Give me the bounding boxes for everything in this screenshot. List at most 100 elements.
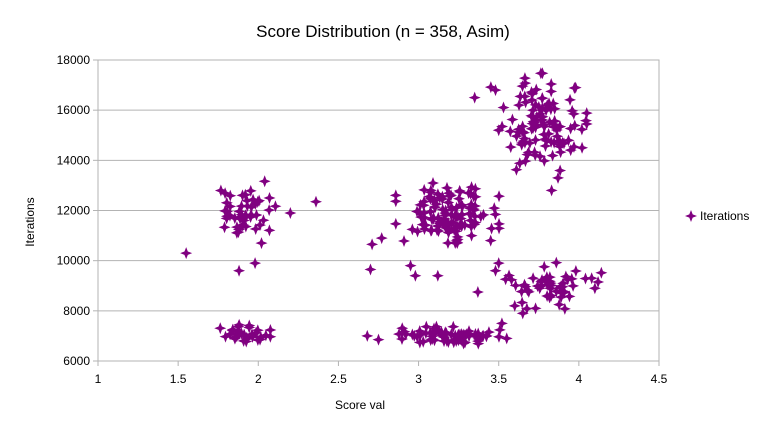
data-point xyxy=(224,189,237,202)
data-point xyxy=(428,334,441,347)
data-point xyxy=(536,110,549,123)
data-point xyxy=(518,72,531,85)
data-point xyxy=(398,325,411,338)
data-point xyxy=(233,325,246,338)
data-point xyxy=(469,200,482,213)
data-point xyxy=(449,225,462,238)
data-point xyxy=(477,208,490,221)
data-points xyxy=(180,67,608,350)
data-point xyxy=(521,284,534,297)
data-point xyxy=(258,175,271,188)
data-point xyxy=(214,322,227,335)
data-point xyxy=(489,84,502,97)
data-point xyxy=(467,203,480,216)
data-point xyxy=(564,144,577,157)
data-point xyxy=(253,194,266,207)
data-point xyxy=(445,328,458,341)
data-point xyxy=(531,280,544,293)
data-point xyxy=(411,205,424,218)
data-point xyxy=(450,201,463,214)
data-point xyxy=(512,123,525,136)
data-point xyxy=(218,221,231,234)
data-point xyxy=(469,327,482,340)
y-tick-label: 14000 xyxy=(57,153,91,167)
x-tick-label: 3 xyxy=(415,372,422,386)
data-point xyxy=(236,189,249,202)
data-point xyxy=(529,133,542,146)
data-point xyxy=(454,217,467,230)
data-point xyxy=(554,120,567,133)
data-point xyxy=(493,190,506,203)
data-point xyxy=(489,208,502,221)
data-point xyxy=(257,214,270,227)
data-point xyxy=(228,212,241,225)
data-point xyxy=(567,140,580,153)
data-point xyxy=(424,326,437,339)
data-point xyxy=(563,290,576,303)
data-point xyxy=(515,285,528,298)
data-point xyxy=(520,302,533,315)
data-point xyxy=(264,330,277,343)
data-point xyxy=(455,328,468,341)
data-point xyxy=(238,328,251,341)
data-point xyxy=(433,191,446,204)
data-point xyxy=(427,177,440,190)
data-point xyxy=(492,330,505,343)
data-point xyxy=(504,141,517,154)
data-point xyxy=(226,324,239,337)
x-axis-title: Score val xyxy=(335,398,385,412)
data-point xyxy=(548,121,561,134)
data-point xyxy=(428,200,441,213)
data-point xyxy=(247,193,260,206)
data-point xyxy=(485,222,498,235)
data-point xyxy=(462,328,475,341)
data-point xyxy=(442,335,455,348)
data-point xyxy=(389,217,402,230)
data-point xyxy=(499,273,512,286)
data-point xyxy=(585,272,598,285)
data-point xyxy=(463,207,476,220)
data-point xyxy=(462,187,475,200)
data-point xyxy=(453,184,466,197)
data-point xyxy=(493,323,506,336)
data-point xyxy=(554,146,567,159)
data-point xyxy=(249,257,262,270)
gridlines xyxy=(98,109,659,312)
data-point xyxy=(553,298,566,311)
data-point xyxy=(551,130,564,143)
data-point xyxy=(465,229,478,242)
y-axis-tick-labels: 6000 8000 10000 12000 14000 16000 18000 xyxy=(57,53,98,368)
data-point xyxy=(529,149,542,162)
data-point xyxy=(451,233,464,246)
x-axis-tick-labels: 1 1.5 2 2.5 3 3.5 4 4.5 xyxy=(95,361,668,386)
data-point xyxy=(437,214,450,227)
data-point xyxy=(449,329,462,342)
data-point xyxy=(545,184,558,197)
data-point xyxy=(469,216,482,229)
data-point xyxy=(534,150,547,163)
legend: Iterations xyxy=(685,209,749,223)
data-point xyxy=(545,78,558,91)
data-point xyxy=(398,234,411,247)
data-point xyxy=(515,138,528,151)
data-point xyxy=(567,107,580,120)
data-point xyxy=(415,211,428,224)
data-point xyxy=(438,331,451,344)
data-point xyxy=(469,182,482,195)
data-point xyxy=(284,207,297,220)
data-point xyxy=(519,155,532,168)
data-point xyxy=(504,125,517,138)
data-point xyxy=(439,326,452,339)
x-tick-label: 2.5 xyxy=(330,372,347,386)
data-point xyxy=(441,237,454,250)
data-point xyxy=(452,192,465,205)
x-tick-label: 4 xyxy=(576,372,583,386)
data-point xyxy=(525,94,538,107)
data-point xyxy=(240,332,253,345)
x-tick-label: 1.5 xyxy=(170,372,187,386)
data-point xyxy=(245,201,258,214)
data-point xyxy=(375,232,388,245)
data-point xyxy=(232,223,245,236)
data-point xyxy=(418,223,431,236)
data-point xyxy=(417,335,430,348)
